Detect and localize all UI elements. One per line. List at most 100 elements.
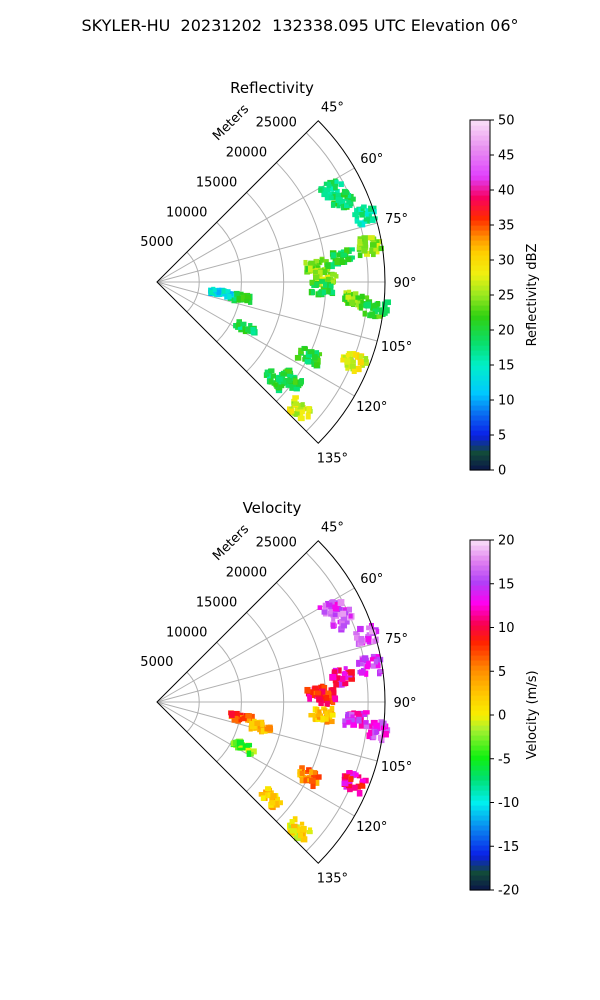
colorbar-segment — [470, 840, 490, 846]
echo-cell — [307, 265, 313, 273]
azimuth-spoke — [156, 281, 378, 342]
colorbar-segment — [470, 635, 490, 641]
echo-cell — [374, 663, 381, 669]
echo-cell — [309, 777, 316, 784]
colorbar-segment — [470, 315, 490, 321]
colorbar-segment — [470, 860, 490, 866]
colorbar-segment — [470, 885, 490, 891]
colorbar-segment — [470, 765, 490, 771]
range-tick-label: 25000 — [256, 116, 297, 131]
echo-cell — [376, 314, 383, 319]
echo-cell — [329, 712, 336, 718]
colorbar-tick-label: 5 — [498, 665, 506, 680]
echo-cell — [359, 212, 365, 218]
echo-cell — [250, 326, 256, 332]
colorbar-segment — [470, 240, 490, 246]
echo-cell — [328, 289, 336, 295]
echo-cell — [353, 717, 359, 723]
echo-cell — [348, 613, 353, 619]
echo-cell — [312, 770, 318, 775]
echo-cell — [245, 747, 252, 753]
colorbar-segment — [470, 610, 490, 616]
colorbar-segment — [470, 595, 490, 601]
echo-cell — [305, 690, 312, 697]
echo-cell — [320, 715, 325, 723]
echo-cell — [258, 791, 265, 797]
echo-cell — [372, 308, 378, 314]
colorbar-segment — [470, 365, 490, 371]
echo-cell — [335, 192, 341, 197]
echo-cell — [373, 247, 380, 252]
echo-cell — [313, 258, 320, 264]
echo-cell — [339, 619, 346, 626]
echo-cell — [254, 720, 261, 726]
colorbar-segment — [470, 405, 490, 411]
colorbar-segment — [470, 545, 490, 551]
echo-cell — [307, 349, 315, 355]
echo-cell — [332, 696, 339, 703]
echo-cell — [300, 836, 308, 843]
echo-cell — [354, 215, 360, 222]
echo-cell — [315, 690, 321, 696]
colorbar-segment — [470, 575, 490, 581]
echo-cell — [334, 258, 341, 265]
echo-cell — [355, 783, 361, 790]
echo-cell — [362, 212, 369, 217]
colorbar-tick-label: -20 — [498, 884, 519, 899]
echo-cell — [313, 362, 320, 368]
echo-cell — [286, 372, 292, 378]
colorbar-segment — [470, 135, 490, 141]
echo-cell — [354, 772, 359, 777]
colorbar-segment — [470, 300, 490, 306]
echo-cell — [348, 255, 355, 260]
colorbar-segment — [470, 735, 490, 741]
echo-cell — [352, 212, 359, 218]
echo-cell — [245, 718, 251, 723]
echo-cell — [292, 816, 298, 823]
colorbar-segment — [470, 145, 490, 151]
echo-cell — [330, 599, 336, 604]
echo-cell — [293, 378, 298, 385]
echo-cell — [340, 357, 346, 363]
echo-cell — [348, 717, 355, 723]
echo-cell — [383, 727, 391, 734]
echo-cell — [273, 382, 278, 388]
echo-cell — [305, 412, 311, 420]
range-tick-label: 20000 — [226, 146, 267, 161]
echo-cell — [368, 205, 373, 212]
colorbar-segment — [470, 425, 490, 431]
colorbar-segment — [470, 465, 490, 471]
echo-cell — [312, 685, 318, 691]
colorbar-segment — [470, 710, 490, 716]
echo-cell — [300, 825, 307, 833]
colorbar-segment — [470, 250, 490, 256]
echo-cell — [325, 262, 331, 270]
echo-cell — [277, 800, 283, 806]
echo-cell — [331, 601, 337, 606]
echo-cell — [334, 602, 341, 607]
echo-cell — [270, 373, 276, 379]
echo-cell — [297, 415, 305, 422]
echo-cell — [233, 715, 239, 723]
echo-cell — [341, 781, 348, 787]
colorbar-segment — [470, 410, 490, 416]
echo-cell — [325, 690, 331, 697]
colorbar-segment — [470, 400, 490, 406]
echo-cell — [361, 204, 367, 209]
echo-cell — [319, 257, 324, 263]
echo-cell — [358, 722, 365, 729]
range-tick-label: 10000 — [166, 625, 207, 640]
echo-cell — [317, 696, 323, 703]
echo-cell — [336, 667, 342, 674]
echo-cell — [347, 289, 352, 296]
echo-cell — [350, 296, 358, 303]
azimuth-tick-label: 120° — [356, 820, 387, 835]
echo-cell — [355, 365, 362, 373]
echo-cell — [294, 835, 301, 842]
echo-cell — [270, 793, 277, 799]
colorbar-segment — [470, 175, 490, 181]
echo-cell — [314, 706, 320, 714]
echo-cell — [250, 329, 256, 335]
colorbar-segment — [470, 310, 490, 316]
echo-cell — [303, 777, 310, 784]
